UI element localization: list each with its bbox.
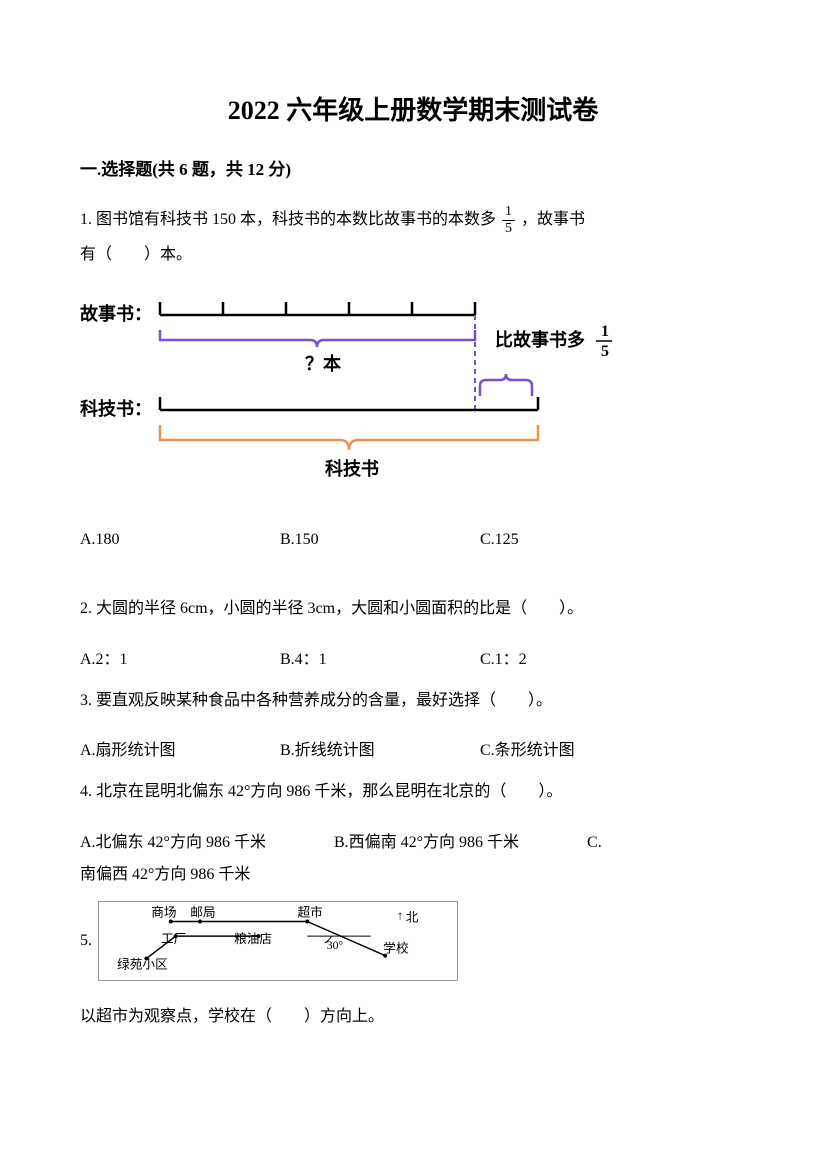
q2-optC: C.1：2 [480,645,746,669]
svg-text:30°: 30° [327,939,344,952]
svg-text:超市: 超市 [298,905,324,920]
q1-line2: 有（ ）本。 [80,246,192,263]
question-4: 4. 北京在昆明北偏东 42°方向 986 千米，那么昆明在北京的（ ）。 [80,774,746,809]
svg-text:学校: 学校 [383,941,409,956]
q4-optC-inline: C. [587,834,602,851]
svg-text:北: 北 [406,910,419,924]
q3-options: A.扇形统计图 B.折线统计图 C.条形统计图 [80,736,746,760]
q1-text-after: ，故事书 [521,211,585,228]
q4-options: A.北偏东 42°方向 986 千米 B.西偏南 42°方向 986 千米 C.… [80,827,746,891]
svg-text:5: 5 [601,343,609,360]
svg-text:↑: ↑ [397,908,403,922]
question-5: 5. 商场 邮局 超市 ↑ 北 工厂 粮油店 30° 学校 绿苑小区 [80,901,746,981]
q4-text: 4. 北京在昆明北偏东 42°方向 986 千米，那么昆明在北京的（ ）。 [80,783,562,800]
svg-text:1: 1 [601,323,609,340]
q1-options: A.180 B.150 C.125 [80,531,746,549]
q3-optC: C.条形统计图 [480,736,746,760]
story-label: 故事书： [80,303,152,324]
q3-optA: A.扇形统计图 [80,736,280,760]
q-label: ？本 [305,353,341,374]
svg-text:粮油店: 粮油店 [234,932,272,946]
q1-fraction: 1 5 [502,204,515,236]
q4-optB: B.西偏南 42°方向 986 千米 [334,834,519,851]
q4-optC-line2: 南偏西 42°方向 986 千米 [80,866,250,883]
svg-text:邮局: 邮局 [190,906,215,920]
q5-text: 以超市为观察点，学校在（ ）方向上。 [80,999,746,1034]
question-3: 3. 要直观反映某种食品中各种营养成分的含量，最好选择（ ）。 [80,683,746,718]
page-title: 2022 六年级上册数学期末测试卷 [80,90,746,127]
q1-optA: A.180 [80,531,280,549]
q2-text: 2. 大圆的半径 6cm，小圆的半径 3cm，大圆和小圆面积的比是（ ）。 [80,600,583,617]
bottom-label: 科技书 [325,458,379,479]
q2-options: A.2：1 B.4：1 C.1：2 [80,645,746,669]
q5-num: 5. [80,932,92,950]
q4-optA: A.北偏东 42°方向 986 千米 [80,834,266,851]
q1-frac-den: 5 [502,221,515,236]
q1-diagram: 故事书： ？本 比故事书多 1 5 科技书： 科技书 [80,290,746,505]
svg-text:商场: 商场 [151,906,176,920]
q1-frac-num: 1 [502,204,515,220]
section-header: 一.选择题(共 6 题，共 12 分) [80,155,746,180]
question-2: 2. 大圆的半径 6cm，小圆的半径 3cm，大圆和小圆面积的比是（ ）。 [80,591,746,626]
q2-optB: B.4：1 [280,645,480,669]
q1-text-before: 1. 图书馆有科技书 150 本，科技书的本数比故事书的本数多 [80,211,496,228]
question-1: 1. 图书馆有科技书 150 本，科技书的本数比故事书的本数多 1 5 ，故事书… [80,202,746,272]
q1-optB: B.150 [280,531,480,549]
q3-optB: B.折线统计图 [280,736,480,760]
q5-diagram: 商场 邮局 超市 ↑ 北 工厂 粮油店 30° 学校 绿苑小区 [98,901,458,981]
q2-optA: A.2：1 [80,645,280,669]
q3-text: 3. 要直观反映某种食品中各种营养成分的含量，最好选择（ ）。 [80,692,552,709]
svg-text:绿苑小区: 绿苑小区 [117,957,168,971]
tech-label: 科技书： [80,398,152,419]
more-label: 比故事书多 [495,329,585,350]
q1-optC: C.125 [480,531,746,549]
